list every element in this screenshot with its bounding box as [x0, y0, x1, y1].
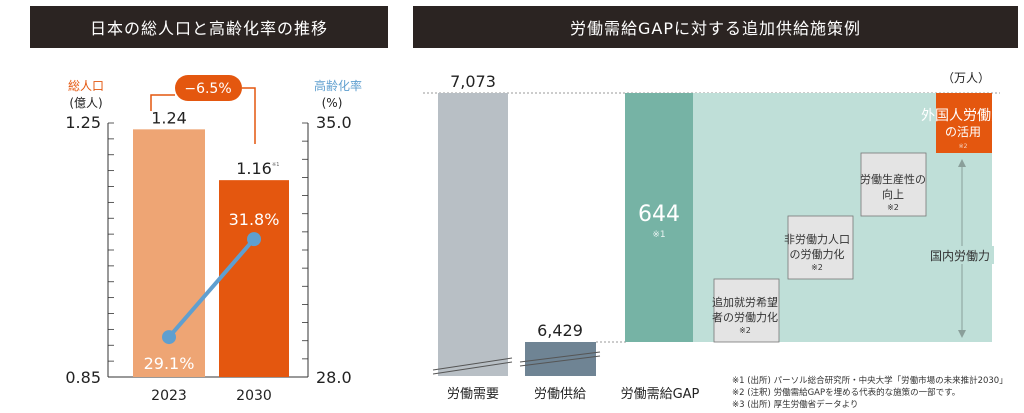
measure-box-additional-workers: [713, 278, 780, 343]
left-tick-max: 1.25: [65, 113, 101, 132]
gap-footnote-mark: ※1: [652, 230, 665, 240]
x-label-2023: 2023: [151, 388, 187, 404]
domestic-labor-label: 国内労働力: [930, 249, 990, 263]
unit-label: （万人）: [942, 71, 990, 85]
measure-note-nonlabor: ※2: [811, 263, 823, 272]
measure-box-productivity: [860, 152, 927, 217]
measure-note-productivity: ※2: [887, 203, 899, 212]
measure-label-additional-2: 者の労働力化: [712, 310, 778, 324]
bar-2030-footnote-mark: ※1: [272, 162, 279, 168]
footnote-2: ※2 (注釈) 労働需給GAPを埋める代表的な施策の一部です。: [732, 387, 960, 398]
demand-bar: [438, 93, 508, 376]
domestic-label-bg: [922, 246, 994, 264]
right-tick-min: 28.0: [316, 368, 352, 387]
supply-value-label: 6,429: [537, 321, 583, 340]
x-label-2030: 2030: [236, 388, 272, 404]
domestic-labor-arrow-bottom-icon: [958, 330, 966, 338]
measure-label-nonlabor-1: 非労働力人口: [784, 232, 850, 246]
left-axis-label: 総人口: [68, 79, 104, 93]
supply-bar: [525, 342, 596, 376]
measure-note-foreign: ※2: [959, 143, 968, 150]
bar-2023-value-label: 1.24: [151, 108, 187, 127]
measure-label-foreign-1: 外国人労働力: [921, 108, 1005, 124]
aging-rate-point-2023: [162, 330, 176, 345]
measure-label-nonlabor-2: の労働力化: [790, 247, 845, 261]
change-pill-label: −6.5%: [184, 81, 231, 97]
change-pill: [175, 75, 242, 101]
left-chart-title: 日本の総人口と高齢化率の推移: [89, 19, 328, 38]
right-axis-label: 高齢化率: [314, 78, 362, 93]
aging-rate-label-2030: 31.8%: [229, 210, 280, 229]
footnote-3: ※3 (出所) 厚生労働省データより: [732, 399, 858, 410]
change-bracket: [150, 87, 256, 144]
demand-value-label: 7,073: [450, 72, 496, 91]
right-chart-title-bar: 労働需給GAPに対する追加供給施策例: [413, 6, 1018, 48]
gap-bar: [625, 93, 693, 342]
aging-rate-point-2030: [247, 232, 261, 247]
right-axis-ticks: [302, 122, 308, 378]
gap-value-label: 644: [638, 202, 680, 227]
bar-2030: [219, 180, 289, 377]
measure-note-additional: ※2: [739, 326, 751, 335]
domestic-labor-arrow-top-icon: [958, 159, 966, 167]
left-tick-min: 0.85: [65, 368, 101, 387]
x-label-demand: 労働需要: [447, 387, 499, 402]
aging-rate-label-2023: 29.1%: [144, 354, 195, 373]
bar-2030-value-label: 1.16: [236, 159, 272, 178]
measure-label-foreign-2: の活用: [945, 125, 981, 139]
footnote-1: ※1 (出所) パーソル総合研究所・中央大学「労働市場の未来推計2030」: [732, 375, 1008, 386]
measure-box-non-labor: [787, 215, 854, 280]
measure-label-productivity-1: 労働生産性の: [860, 172, 926, 186]
left-axis-unit: (億人): [69, 96, 102, 110]
measure-label-productivity-2: 向上: [882, 187, 904, 201]
aging-rate-line: [167, 237, 256, 339]
measure-label-additional-1: 追加就労希望: [712, 295, 778, 309]
x-label-supply: 労働供給: [534, 387, 586, 402]
right-tick-max: 35.0: [316, 113, 352, 132]
x-label-gap: 労働需給GAP: [621, 387, 700, 402]
left-axis-ticks: [108, 122, 114, 378]
left-chart-title-bar: 日本の総人口と高齢化率の推移: [30, 6, 388, 48]
right-axis-unit: (%): [322, 96, 343, 110]
measure-box-foreign-labor: [936, 93, 992, 153]
right-chart-title: 労働需給GAPに対する追加供給施策例: [570, 19, 861, 38]
axis-break-marks: [432, 351, 601, 375]
